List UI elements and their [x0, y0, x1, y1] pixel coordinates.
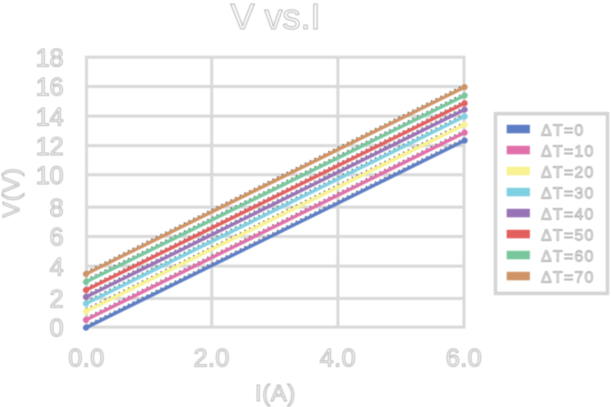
svg-text:10: 10 — [36, 162, 64, 190]
svg-text:4: 4 — [50, 253, 64, 281]
svg-text:ΔT=10: ΔT=10 — [541, 143, 595, 160]
svg-text:6.0: 6.0 — [446, 345, 482, 373]
svg-text:ΔT=0: ΔT=0 — [541, 122, 585, 139]
svg-text:2: 2 — [50, 286, 64, 314]
svg-text:14: 14 — [36, 103, 64, 131]
svg-text:ΔT=20: ΔT=20 — [541, 164, 595, 181]
svg-text:0.0: 0.0 — [68, 345, 104, 373]
svg-text:I(A): I(A) — [255, 380, 296, 406]
svg-text:ΔT=70: ΔT=70 — [541, 269, 595, 286]
svg-text:2.0: 2.0 — [194, 345, 230, 373]
svg-text:18: 18 — [36, 44, 64, 72]
svg-text:16: 16 — [36, 74, 64, 102]
svg-text:0: 0 — [50, 314, 64, 342]
svg-text:6: 6 — [50, 224, 64, 252]
svg-text:V vs.I: V vs.I — [230, 0, 320, 37]
svg-text:V(V): V(V) — [0, 167, 24, 217]
svg-text:ΔT=40: ΔT=40 — [541, 206, 595, 223]
svg-text:ΔT=30: ΔT=30 — [541, 185, 595, 202]
svg-text:ΔT=50: ΔT=50 — [541, 227, 595, 244]
svg-text:4.0: 4.0 — [320, 345, 356, 373]
svg-text:ΔT=60: ΔT=60 — [541, 248, 595, 265]
svg-text:12: 12 — [36, 133, 64, 161]
svg-text:8: 8 — [50, 194, 64, 222]
